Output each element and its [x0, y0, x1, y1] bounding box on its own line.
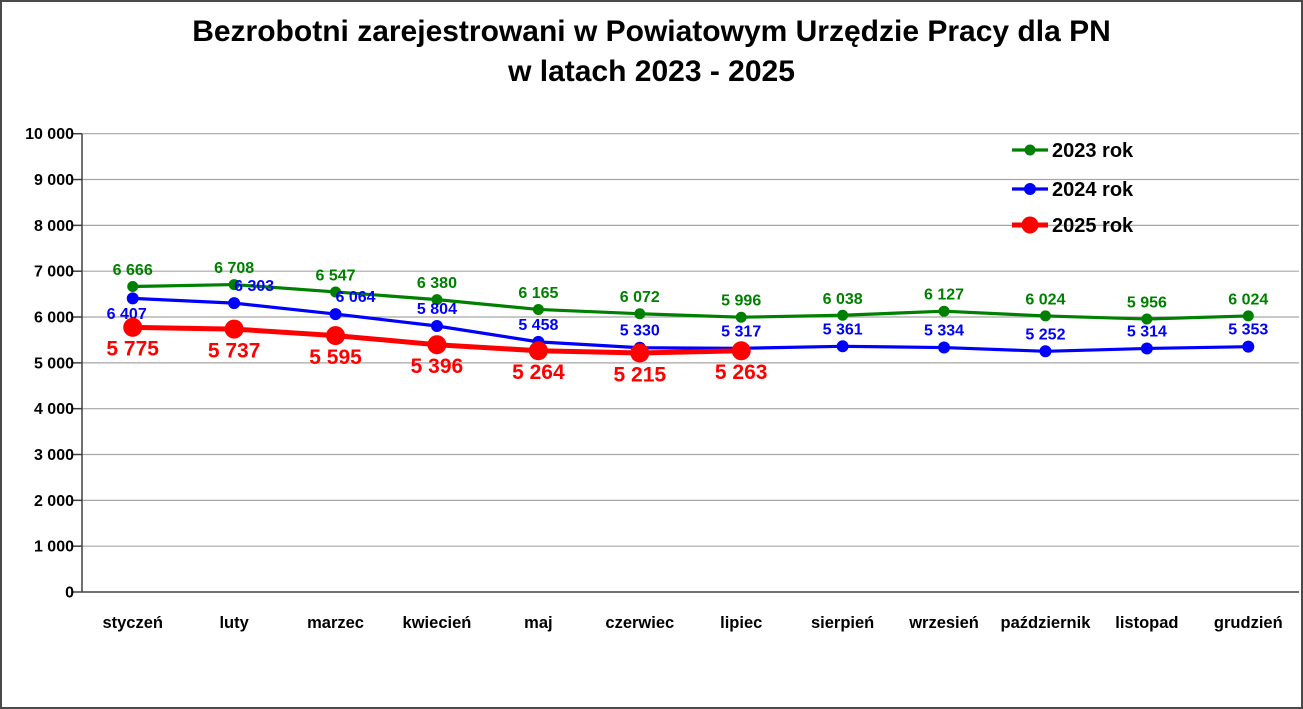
data-point-marker: [634, 308, 646, 320]
x-axis-label: lipiec: [720, 614, 762, 632]
data-point-label: 5 996: [721, 293, 761, 310]
y-axis-label: 7 000: [34, 264, 74, 281]
data-point-marker: [431, 294, 443, 306]
y-axis-label: 3 000: [34, 447, 74, 464]
y-axis-label: 1 000: [34, 539, 74, 556]
data-point-label: 6 666: [113, 262, 153, 279]
series-line-2024-rok: [132, 296, 1249, 353]
data-point-label: 5 330: [620, 323, 660, 340]
data-point-label: 5 215: [614, 363, 667, 386]
data-point-label: 6 303: [234, 278, 274, 295]
data-point-marker: [837, 309, 849, 321]
data-point-marker: [228, 279, 240, 291]
data-point-marker: [1141, 313, 1153, 325]
data-point-label: 5 263: [715, 361, 768, 384]
data-point-label: 6 165: [518, 285, 558, 302]
data-point-label: 6 064: [336, 289, 376, 306]
x-axis-label: sierpień: [811, 614, 874, 632]
data-point-marker: [224, 319, 244, 339]
y-axis-label: 4 000: [34, 401, 74, 418]
data-point-label: 5 314: [1127, 323, 1167, 340]
data-point-label: 5 396: [411, 355, 464, 378]
chart-title-line-2: w latach 2023 - 2025: [508, 55, 795, 88]
legend-label: 2023 rok: [1052, 140, 1134, 162]
data-point-label: 5 353: [1228, 322, 1268, 339]
legend-marker: [1021, 216, 1039, 234]
data-point-marker: [228, 297, 241, 310]
data-point-label: 5 775: [106, 338, 159, 361]
data-point-label: 6 547: [316, 267, 356, 284]
data-point-marker: [329, 308, 342, 321]
data-point-label: 6 038: [823, 291, 863, 308]
data-point-label: 6 024: [1025, 291, 1065, 308]
data-point-label: 5 737: [208, 339, 261, 362]
data-point-marker: [938, 305, 950, 317]
data-point-label: 5 956: [1127, 295, 1167, 312]
y-axis-label: 5 000: [34, 355, 74, 372]
data-point-label: 6 024: [1228, 291, 1268, 308]
y-axis-label: 8 000: [34, 218, 74, 235]
data-point-marker: [126, 292, 139, 305]
data-point-marker: [1039, 310, 1051, 322]
data-point-marker: [1242, 310, 1254, 322]
data-point-label: 5 458: [518, 317, 558, 334]
x-axis-label: grudzień: [1214, 614, 1283, 632]
x-axis-label: czerwiec: [605, 614, 674, 632]
data-point-marker: [938, 341, 951, 354]
data-point-label: 5 334: [924, 323, 964, 340]
data-point-marker: [123, 317, 143, 337]
chart-title-line-1: Bezrobotni zarejestrowani w Powiatowym U…: [192, 15, 1111, 48]
data-point-label: 5 264: [512, 361, 565, 384]
data-point-label: 6 708: [214, 260, 254, 277]
data-point-label: 5 252: [1025, 326, 1065, 343]
data-point-label: 6 072: [620, 289, 660, 306]
data-point-label: 6 407: [107, 306, 147, 323]
data-point-label: 6 380: [417, 275, 457, 292]
legend-label: 2024 rok: [1052, 179, 1134, 201]
data-point-marker: [1242, 340, 1255, 353]
data-point-marker: [430, 320, 443, 333]
y-axis-label: 2 000: [34, 493, 74, 510]
series-line-2023-rok: [132, 282, 1249, 321]
data-point-marker: [532, 303, 544, 315]
x-axis-label: styczeń: [102, 614, 163, 632]
data-point-marker: [330, 286, 342, 298]
data-point-label: 5 361: [823, 321, 863, 338]
legend-marker: [1024, 183, 1036, 195]
data-point-marker: [836, 340, 849, 353]
y-axis-label: 6 000: [34, 310, 74, 327]
data-point-marker: [528, 341, 548, 361]
x-axis-label: marzec: [307, 614, 364, 632]
data-point-marker: [427, 335, 447, 355]
x-axis-label: wrzesień: [908, 614, 979, 632]
data-point-marker: [731, 341, 751, 361]
data-point-marker: [127, 280, 139, 292]
x-axis-label: październik: [1001, 614, 1092, 632]
y-axis-label: 0: [65, 585, 74, 602]
y-axis-label: 9 000: [34, 172, 74, 189]
data-point-label: 5 804: [417, 301, 457, 318]
x-axis-label: kwiecień: [403, 614, 472, 632]
legend-marker: [1024, 144, 1036, 156]
data-point-label: 6 127: [924, 287, 964, 304]
y-axis-label: 10 000: [25, 126, 74, 143]
data-point-marker: [326, 326, 346, 346]
data-point-marker: [1140, 342, 1153, 355]
data-point-marker: [1039, 345, 1052, 358]
data-point-marker: [735, 311, 747, 323]
data-point-marker: [630, 343, 650, 363]
data-point-label: 5 595: [309, 346, 362, 369]
x-axis-label: luty: [219, 614, 249, 632]
chart-title: Bezrobotni zarejestrowani w Powiatowym U…: [2, 12, 1301, 92]
x-axis-label: maj: [524, 614, 552, 632]
data-point-label: 5 317: [721, 323, 761, 340]
x-axis-label: listopad: [1115, 614, 1178, 632]
legend-label: 2025 rok: [1052, 215, 1134, 237]
